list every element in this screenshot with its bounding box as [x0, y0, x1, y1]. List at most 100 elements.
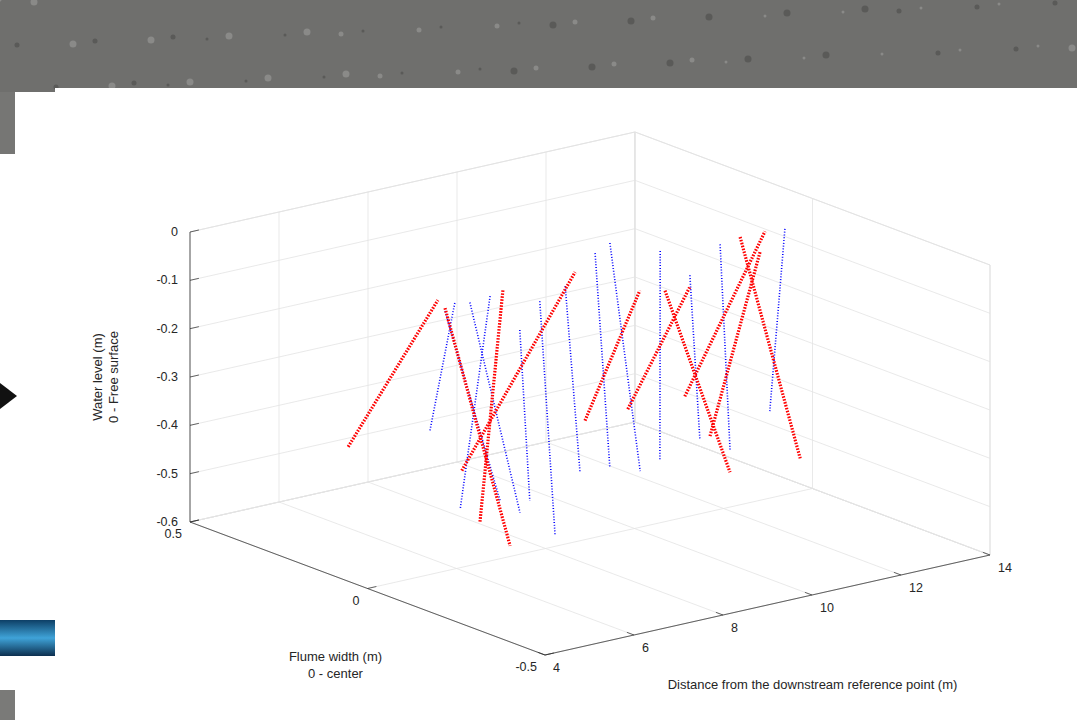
photo-grain — [628, 18, 635, 25]
panes — [190, 132, 990, 655]
segment — [610, 243, 640, 471]
x-tick-label: 10 — [820, 601, 834, 615]
y-tick — [190, 520, 199, 522]
z-tick-label: -0.5 — [156, 467, 178, 481]
x-tick-label: 14 — [998, 561, 1012, 575]
photo-grain — [842, 11, 845, 14]
grid-line — [190, 522, 545, 655]
photo-grain — [745, 56, 752, 63]
segment — [445, 308, 510, 546]
photo-grain — [998, 3, 1001, 6]
photo-grain — [495, 24, 500, 29]
photo-grain — [975, 5, 980, 10]
z-tick-label: -0.6 — [156, 515, 178, 529]
x-tick-label: 8 — [731, 621, 738, 635]
photo-grain — [573, 20, 578, 25]
segment — [430, 302, 455, 430]
z-tick — [190, 278, 199, 280]
x-tick — [716, 612, 723, 615]
photo-grain — [479, 68, 482, 71]
photo-grain — [70, 41, 77, 48]
grid-line — [190, 229, 635, 329]
y-tick — [368, 587, 377, 589]
pane — [635, 132, 990, 555]
segment — [665, 291, 730, 473]
photo-grain — [897, 9, 902, 14]
photo-grain — [362, 30, 365, 33]
photo-grain — [265, 75, 272, 82]
photo-grain — [784, 10, 791, 17]
z-tick-label: -0.1 — [156, 273, 178, 287]
photo-grain — [93, 39, 98, 44]
segment — [595, 253, 610, 468]
photo-grain — [339, 32, 344, 37]
photo-grain — [881, 53, 884, 56]
segment — [710, 252, 760, 436]
x-tick — [805, 592, 812, 595]
photo-grain — [417, 28, 422, 33]
y-tick-label: 0.5 — [165, 527, 182, 541]
photo-grain — [764, 15, 767, 18]
grid-line — [368, 489, 813, 589]
photo-grain — [378, 74, 383, 79]
photo-grain — [245, 80, 248, 83]
x-axis-line — [545, 555, 990, 655]
axis-titles: Distance from the downstream reference p… — [90, 331, 957, 692]
x-tick-label: 12 — [909, 581, 923, 595]
x-tick — [538, 652, 545, 655]
y-axis-title-line: 0 - center — [308, 666, 364, 681]
grid-line — [190, 180, 635, 280]
photo-grain — [132, 81, 137, 86]
photo-grain — [323, 76, 326, 79]
photo-grain — [725, 61, 728, 64]
series — [430, 229, 785, 536]
ticks — [190, 230, 990, 655]
figure-panel — [55, 88, 1077, 720]
z-tick-label: -0.4 — [156, 418, 178, 432]
segment — [720, 244, 730, 451]
x-tick — [894, 572, 901, 575]
photo-grain — [226, 33, 233, 40]
photo-asphalt — [0, 92, 15, 154]
photo-grain — [803, 57, 806, 60]
z-tick — [190, 423, 199, 425]
segment — [690, 275, 700, 438]
z-tick — [190, 520, 199, 522]
z-tick-label: -0.3 — [156, 370, 178, 384]
photo-grain — [667, 60, 674, 67]
y-axis-title-line: Flume width (m) — [289, 649, 382, 664]
grid-line — [190, 277, 635, 377]
grid-line — [190, 132, 635, 232]
photo-grain — [343, 71, 350, 78]
segment — [460, 296, 490, 510]
x-axis-title: Distance from the downstream reference p… — [668, 677, 958, 692]
photo-grain — [1037, 45, 1040, 48]
axes — [190, 232, 990, 655]
data — [348, 229, 800, 546]
segment — [565, 286, 580, 472]
photo-grain — [936, 51, 941, 56]
grid-line — [635, 325, 990, 458]
series — [348, 231, 800, 545]
segment — [770, 229, 785, 411]
z-axis-title-line: 0 - Free surface — [106, 331, 121, 423]
photo-grain — [456, 70, 461, 75]
x-tick-label: 6 — [642, 641, 649, 655]
photo-grain — [589, 64, 596, 71]
photo-grain — [187, 79, 194, 86]
grid — [190, 132, 990, 655]
grid-line — [635, 132, 990, 265]
y-tick-label: -0.5 — [515, 660, 537, 674]
grid-line — [190, 422, 635, 522]
photo-grain — [511, 68, 518, 75]
z-tick — [190, 375, 199, 377]
photo-asphalt — [0, 0, 1077, 92]
photo-grain — [706, 14, 713, 21]
photo-grain — [862, 6, 869, 13]
y-tick-label: 0 — [353, 594, 360, 608]
chart-root: 468101214-0.500.5-0.6-0.5-0.4-0.3-0.2-0.… — [0, 0, 1077, 720]
photo-grain — [1014, 47, 1019, 52]
photo-grain — [534, 66, 539, 71]
photo-arrow — [0, 383, 17, 409]
segment — [470, 303, 520, 513]
